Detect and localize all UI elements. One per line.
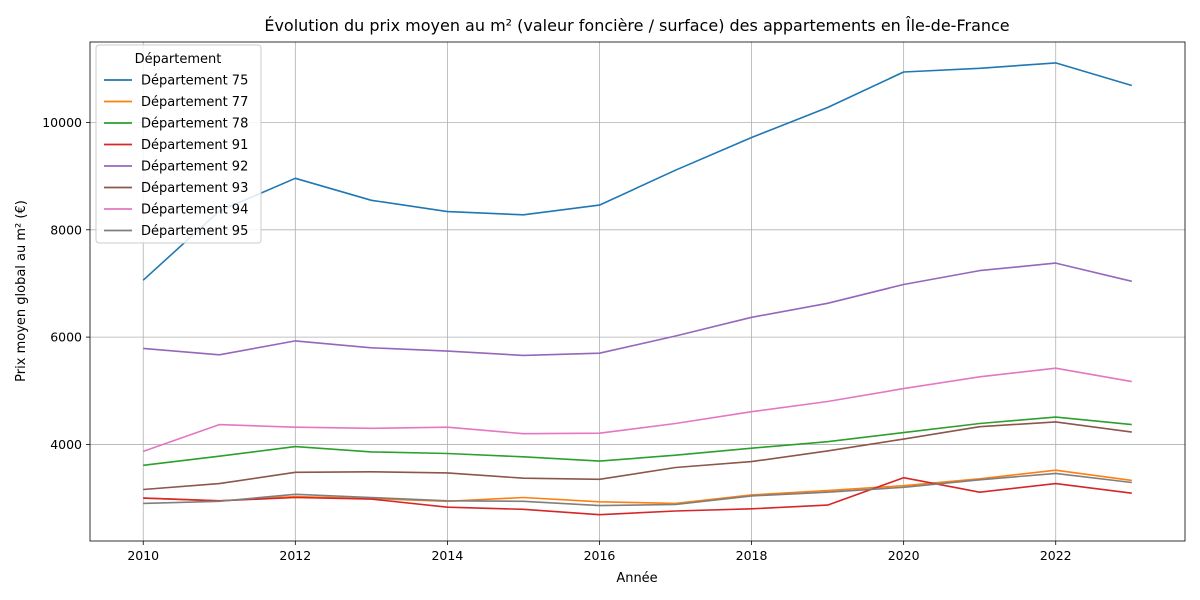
series-line-1 (142, 62, 1133, 281)
legend-entry-label: Département 75 (141, 74, 248, 89)
series-line-3 (143, 416, 1132, 467)
legend-entry-label: Département 91 (141, 138, 248, 153)
y-tick-label: 4000 (50, 437, 82, 452)
plot-frame (89, 41, 1186, 542)
legend-title: Département (135, 52, 222, 67)
series-lines (142, 62, 1133, 516)
legend-entry-label: Département 77 (141, 95, 248, 110)
series-line-8 (143, 472, 1132, 507)
series-line-6 (143, 421, 1132, 491)
legend: Département Département 75 Département 77… (95, 44, 262, 244)
y-axis-label: Prix moyen global au m² (€) (14, 200, 29, 382)
y-tick-label: 10000 (42, 115, 82, 130)
x-axis-ticks: 2010 2012 2014 2016 2018 2020 2022 (127, 541, 1072, 563)
legend-entry-label: Département 94 (141, 203, 248, 218)
legend-box (95, 44, 262, 244)
series-line-2 (143, 469, 1132, 505)
y-axis-ticks: 4000 6000 8000 10000 (42, 115, 90, 452)
y-tick-label: 6000 (50, 330, 82, 345)
x-tick-label: 2020 (888, 548, 920, 563)
x-tick-label: 2022 (1040, 548, 1072, 563)
grid-lines (90, 42, 1185, 541)
series-line-7 (142, 367, 1132, 453)
y-tick-label: 8000 (50, 222, 82, 237)
chart-title: Évolution du prix moyen au m² (valeur fo… (264, 16, 1009, 35)
x-tick-label: 2016 (584, 548, 616, 563)
legend-entry-label: Département 92 (141, 160, 248, 175)
legend-entry-label: Département 93 (141, 181, 248, 196)
series-line-4 (143, 476, 1132, 516)
series-line-5 (143, 262, 1132, 357)
x-tick-label: 2010 (127, 548, 159, 563)
legend-entry-label: Département 78 (141, 117, 248, 132)
x-tick-label: 2012 (279, 548, 311, 563)
x-axis-label: Année (616, 571, 657, 586)
x-tick-label: 2014 (431, 548, 463, 563)
legend-entry-label: Département 95 (141, 224, 248, 239)
x-tick-label: 2018 (736, 548, 768, 563)
